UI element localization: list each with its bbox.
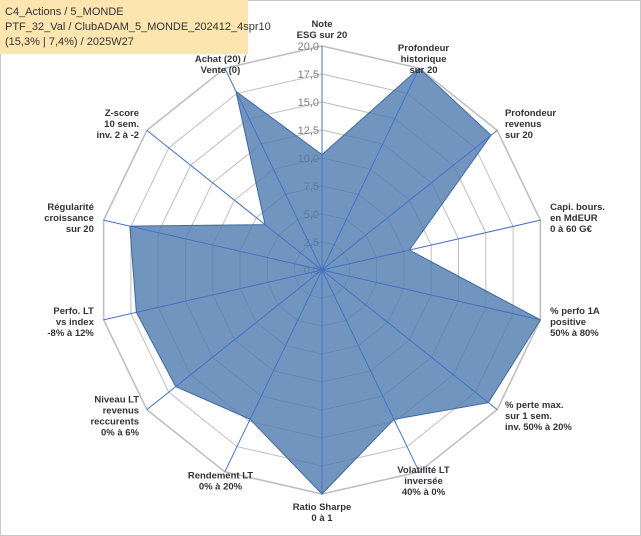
axis-label: Note ESG sur 20 [297, 19, 348, 41]
header-line-1: C4_Actions / 5_MONDE [5, 6, 124, 18]
axis-spoke [224, 67, 323, 271]
axis-label: % perfo 1A positive 50% à 80% [550, 306, 600, 339]
tick-label: 12,5 [298, 125, 319, 137]
axis-label: Z-score 10 sem. inv. 2 à -2 [96, 108, 139, 141]
axis-spoke [321, 129, 498, 271]
axis-spoke [103, 269, 323, 321]
axis-label: Volatilité LT inversée 40% à 0% [397, 465, 450, 498]
axis-spoke [321, 269, 420, 473]
axis-spoke [224, 269, 323, 473]
tick-label: 20,0 [298, 41, 319, 53]
axis-label: Profondeur historique sur 20 [398, 43, 449, 76]
axis-label: Profondeur revenus sur 20 [505, 108, 556, 141]
axis-spoke [321, 219, 541, 271]
tick-label: 17,5 [298, 69, 319, 81]
axis-spoke [321, 67, 420, 271]
axis-label: Capi. bours. en MdEUR 0 à 60 G€ [550, 202, 605, 235]
axis-spoke [321, 269, 541, 321]
header-line-2: PTF_32_Val / ClubADAM_5_MONDE_202412_4sp… [5, 21, 271, 33]
chart-header-box: C4_Actions / 5_MONDE PTF_32_Val / ClubAD… [0, 0, 271, 54]
axis-label: % perte max. sur 1 sem. inv. 50% à 20% [505, 400, 572, 433]
axis-label: Niveau LT revenus reccurents 0% à 6% [90, 394, 139, 438]
header-line-3: (15,3% | 7,4%) / 2025W27 [5, 36, 134, 48]
axis-label: Perfo. LT vs index -8% à 12% [47, 306, 94, 339]
axis-spoke [146, 269, 323, 411]
axis-spoke [321, 269, 498, 411]
axis-label: Régularité croissance sur 20 [44, 202, 94, 235]
tick-label: 15,0 [298, 97, 319, 109]
radar-spokes [103, 46, 541, 494]
series-area [129, 67, 542, 495]
radar-series [129, 67, 542, 495]
axis-spoke [146, 129, 323, 271]
axis-spoke [103, 219, 323, 271]
axis-label: Rendement LT 0% à 20% [188, 470, 253, 492]
axis-label: Ratio Sharpe 0 à 1 [293, 502, 352, 524]
